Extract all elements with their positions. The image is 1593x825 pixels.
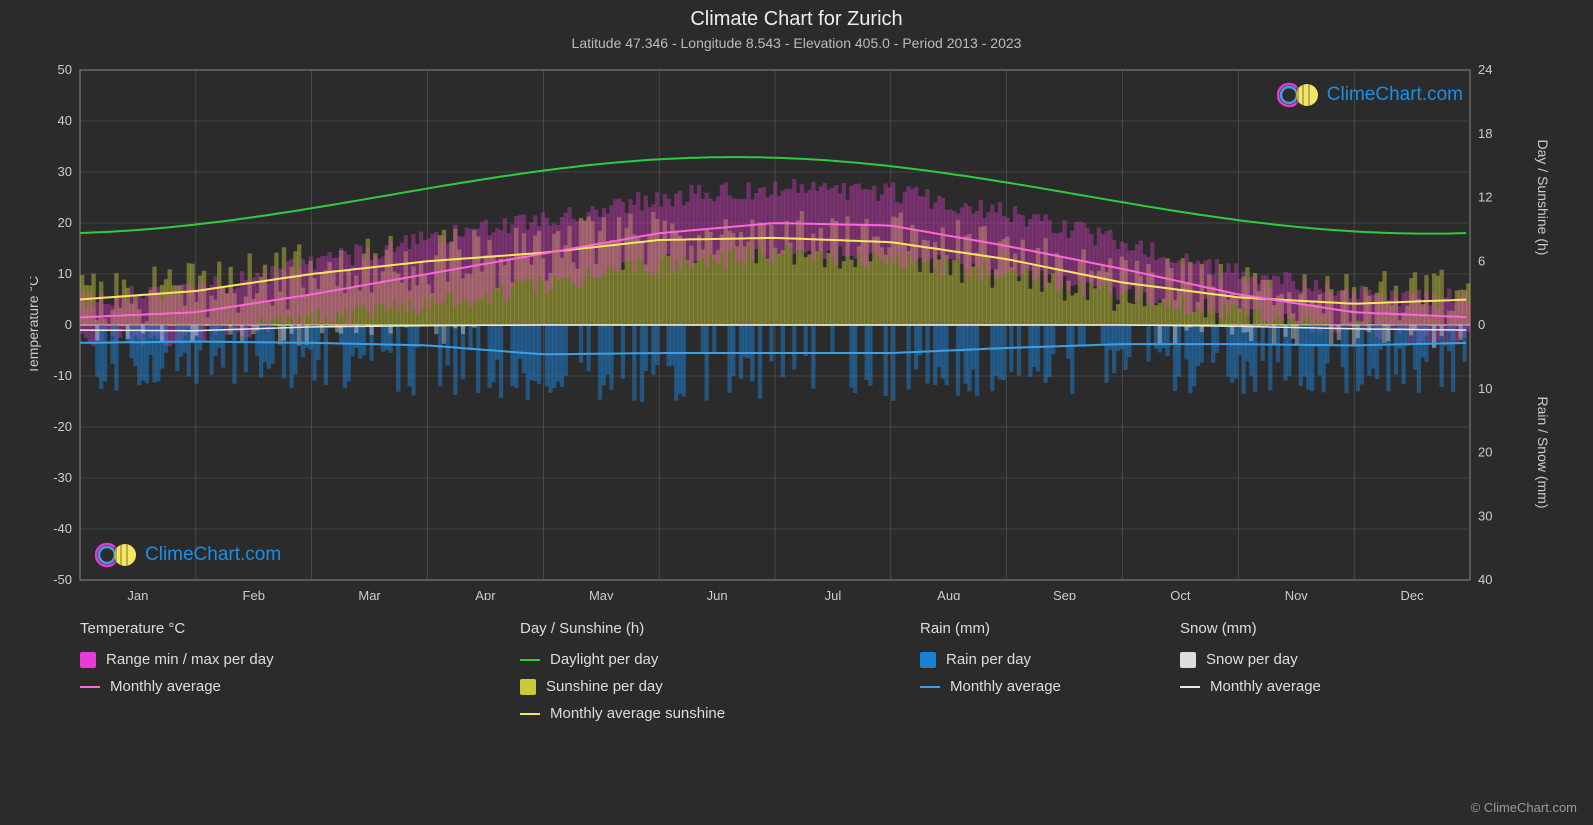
svg-text:-30: -30 <box>53 470 72 485</box>
svg-text:Day / Sunshine (h): Day / Sunshine (h) <box>1535 140 1551 256</box>
svg-text:30: 30 <box>1478 508 1492 523</box>
svg-text:-50: -50 <box>53 572 72 587</box>
svg-text:Sep: Sep <box>1053 588 1076 600</box>
svg-text:Rain / Snow (mm): Rain / Snow (mm) <box>1535 396 1551 508</box>
svg-text:Oct: Oct <box>1170 588 1191 600</box>
legend: Temperature °C Range min / max per day Mon… <box>80 620 1533 722</box>
svg-text:-40: -40 <box>53 521 72 536</box>
chart-svg: -50 -40 -30 -20 -10 0 10 20 30 40 50 0 6 12 18 24 10 20 30… <box>30 60 1563 600</box>
svg-text:Nov: Nov <box>1285 588 1309 600</box>
legend-label: Monthly average <box>950 678 1061 695</box>
legend-swatch <box>1180 686 1200 688</box>
svg-text:Apr: Apr <box>475 588 496 600</box>
legend-swatch <box>920 652 936 668</box>
brand-logo-top: ClimeChart.com <box>1277 80 1463 110</box>
chart-title: Climate Chart for Zurich <box>0 0 1593 31</box>
legend-item: Monthly average <box>1180 678 1440 695</box>
svg-text:Dec: Dec <box>1401 588 1425 600</box>
svg-text:6: 6 <box>1478 253 1485 268</box>
svg-text:May: May <box>589 588 614 600</box>
svg-text:Mar: Mar <box>358 588 381 600</box>
logo-icon <box>1277 80 1321 110</box>
svg-text:0: 0 <box>65 317 72 332</box>
svg-text:Feb: Feb <box>243 588 265 600</box>
svg-text:Temperature °C: Temperature °C <box>30 276 41 374</box>
svg-text:-10: -10 <box>53 368 72 383</box>
legend-item: Monthly average sunshine <box>520 705 920 722</box>
svg-text:18: 18 <box>1478 126 1492 141</box>
legend-item: Sunshine per day <box>520 678 920 695</box>
svg-text:-20: -20 <box>53 419 72 434</box>
legend-label: Range min / max per day <box>106 651 274 668</box>
legend-label: Daylight per day <box>550 651 658 668</box>
legend-label: Snow per day <box>1206 651 1298 668</box>
brand-text: ClimeChart.com <box>1327 84 1463 106</box>
legend-swatch <box>520 713 540 715</box>
legend-col-rain: Rain (mm) Rain per day Monthly average <box>920 620 1180 722</box>
svg-text:10: 10 <box>1478 381 1492 396</box>
legend-swatch <box>920 686 940 688</box>
legend-header: Rain (mm) <box>920 620 1180 637</box>
svg-text:24: 24 <box>1478 62 1492 77</box>
legend-item: Monthly average <box>920 678 1180 695</box>
legend-item: Monthly average <box>80 678 520 695</box>
legend-item: Rain per day <box>920 651 1180 668</box>
brand-text: ClimeChart.com <box>145 544 281 566</box>
svg-text:20: 20 <box>58 215 72 230</box>
legend-item: Snow per day <box>1180 651 1440 668</box>
legend-item: Daylight per day <box>520 651 920 668</box>
legend-header: Temperature °C <box>80 620 520 637</box>
legend-header: Day / Sunshine (h) <box>520 620 920 637</box>
legend-label: Rain per day <box>946 651 1031 668</box>
legend-col-temperature: Temperature °C Range min / max per day Mon… <box>80 620 520 722</box>
svg-text:Aug: Aug <box>937 588 960 600</box>
legend-label: Sunshine per day <box>546 678 663 695</box>
svg-text:30: 30 <box>58 164 72 179</box>
legend-swatch <box>520 679 536 695</box>
legend-label: Monthly average <box>110 678 221 695</box>
svg-text:40: 40 <box>58 113 72 128</box>
legend-swatch <box>80 686 100 688</box>
svg-text:20: 20 <box>1478 445 1492 460</box>
legend-col-daylight: Day / Sunshine (h) Daylight per day Sunshi… <box>520 620 920 722</box>
svg-text:Jan: Jan <box>127 588 148 600</box>
svg-text:0: 0 <box>1478 317 1485 332</box>
brand-logo-bottom: ClimeChart.com <box>95 540 281 570</box>
svg-text:Jun: Jun <box>707 588 728 600</box>
legend-item: Range min / max per day <box>80 651 520 668</box>
legend-label: Monthly average sunshine <box>550 705 725 722</box>
legend-col-snow: Snow (mm) Snow per day Monthly average <box>1180 620 1440 722</box>
chart-subtitle: Latitude 47.346 - Longitude 8.543 - Elev… <box>0 31 1593 51</box>
chart-area: -50 -40 -30 -20 -10 0 10 20 30 40 50 0 6 12 18 24 10 20 30… <box>30 60 1563 600</box>
svg-text:40: 40 <box>1478 572 1492 587</box>
logo-icon <box>95 540 139 570</box>
legend-header: Snow (mm) <box>1180 620 1440 637</box>
legend-swatch <box>1180 652 1196 668</box>
svg-text:50: 50 <box>58 62 72 77</box>
legend-swatch <box>80 652 96 668</box>
svg-text:12: 12 <box>1478 190 1492 205</box>
climate-chart-container: Climate Chart for Zurich Latitude 47.346… <box>0 0 1593 825</box>
svg-text:10: 10 <box>58 266 72 281</box>
svg-text:Jul: Jul <box>825 588 842 600</box>
legend-label: Monthly average <box>1210 678 1321 695</box>
credit: © ClimeChart.com <box>1471 800 1577 815</box>
legend-swatch <box>520 659 540 661</box>
